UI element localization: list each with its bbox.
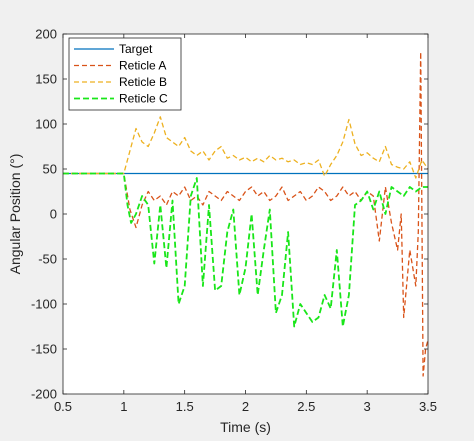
x-tick-label: 0.5 xyxy=(54,399,72,414)
legend-label: Target xyxy=(119,42,153,56)
x-tick-label: 1.5 xyxy=(176,399,194,414)
y-tick-label: -50 xyxy=(38,252,57,267)
y-tick-label: -200 xyxy=(31,387,57,402)
x-tick-label: 1 xyxy=(120,399,127,414)
y-tick-label: 200 xyxy=(35,27,57,42)
y-tick-label: 150 xyxy=(35,72,57,87)
y-axis-label: Angular Position (°) xyxy=(7,154,23,275)
x-tick-label: 3.5 xyxy=(419,399,437,414)
legend-label: Reticle C xyxy=(119,92,168,106)
y-tick-label: -100 xyxy=(31,297,57,312)
series-line-reticle-b xyxy=(63,116,429,179)
series-layer xyxy=(63,51,429,377)
y-tick-label: 0 xyxy=(50,207,57,222)
series-line-reticle-a xyxy=(63,51,429,377)
y-tick-label: 50 xyxy=(43,162,57,177)
axis-layer: 0.5 1 1.5 2 2.5 3 3.5 -200 -150 -100 -50 0 50 100 150 2… xyxy=(31,27,437,415)
legend-label: Reticle B xyxy=(119,75,167,89)
legend-label: Reticle A xyxy=(119,59,166,73)
legend: Target Reticle A Reticle B Reticle C xyxy=(68,37,182,111)
x-tick-label: 3 xyxy=(364,399,371,414)
x-tick-label: 2.5 xyxy=(297,399,315,414)
y-tick-label: -150 xyxy=(31,342,57,357)
x-tick-label: 2 xyxy=(242,399,249,414)
y-tick-label: 100 xyxy=(35,117,57,132)
x-axis-label: Time (s) xyxy=(220,419,271,435)
series-line-reticle-c xyxy=(63,172,428,328)
